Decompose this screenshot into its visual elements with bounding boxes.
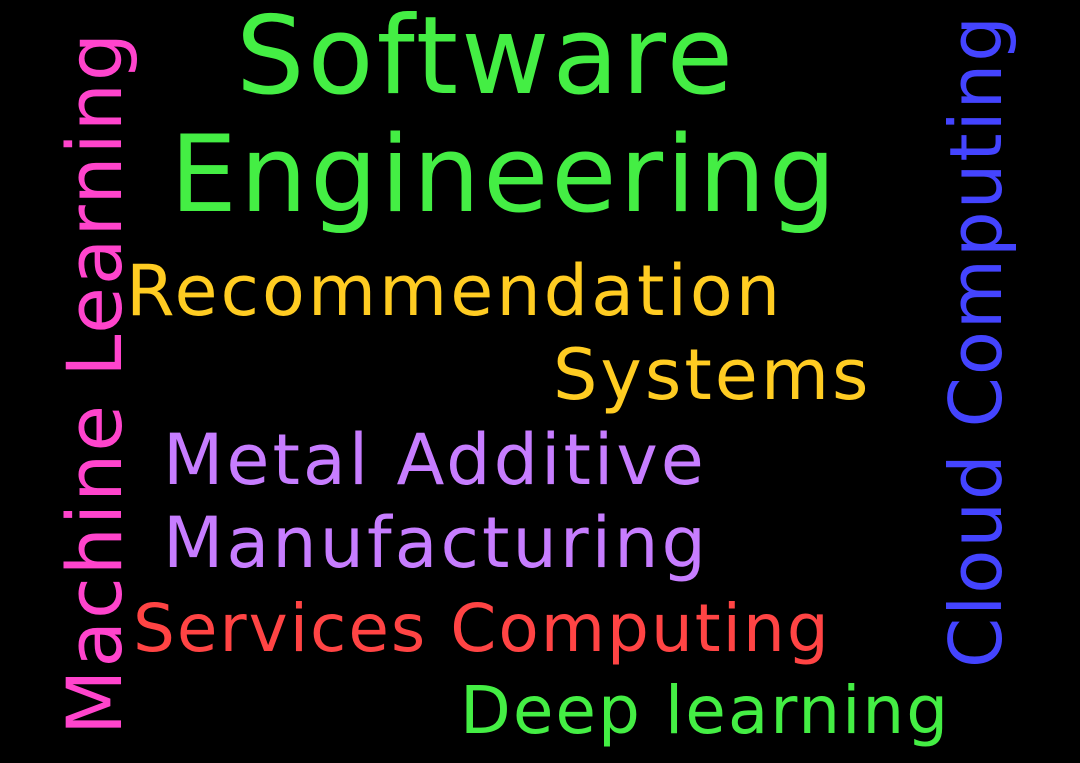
word-systems: Systems <box>553 334 872 416</box>
word-engineering: Engineering <box>170 113 839 236</box>
word-cloud-computing: Cloud Computing <box>934 14 1018 668</box>
word-deep-learning: Deep learning <box>460 672 951 749</box>
word-metal-additive: Metal Additive <box>163 419 707 501</box>
word-recommendation: Recommendation <box>126 250 784 332</box>
word-services-computing: Services Computing <box>133 590 831 667</box>
word-software: Software <box>236 0 737 119</box>
word-machine-learning: Machine Learning <box>50 30 139 736</box>
word-manufacturing: Manufacturing <box>163 502 709 584</box>
